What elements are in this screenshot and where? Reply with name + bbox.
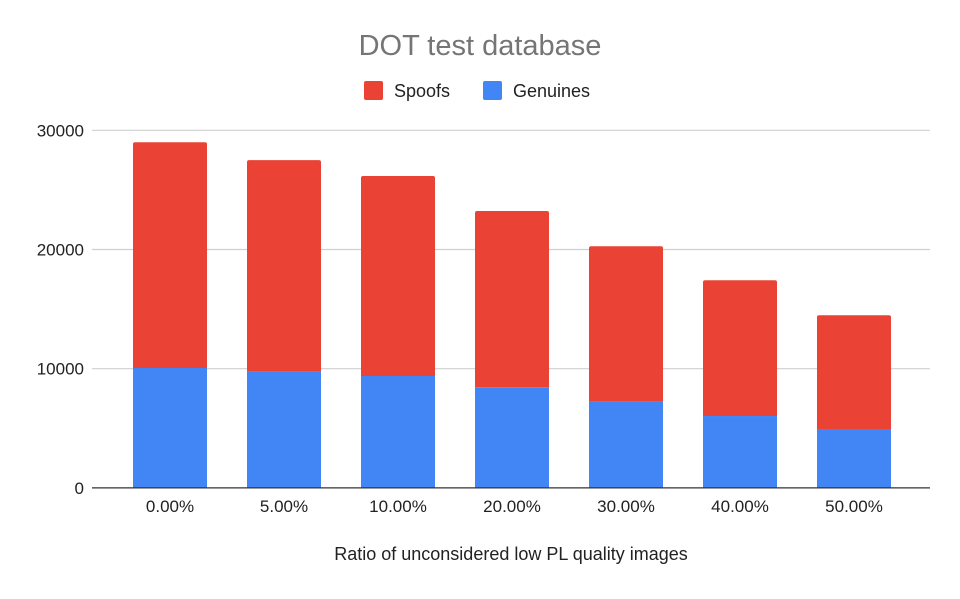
y-tick-label: 10000 — [37, 360, 84, 379]
x-tick-label: 50.00% — [825, 497, 883, 516]
chart-title: DOT test database — [359, 30, 602, 62]
bar-spoofs — [703, 280, 777, 417]
bar-genuines — [589, 401, 663, 488]
bar-spoofs — [475, 210, 549, 388]
x-tick-labels: 0.00% 5.00% 10.00% 20.00% 30.00% 40.00% 50.00% — [146, 497, 883, 516]
legend-swatch-spoofs — [364, 81, 383, 100]
bar-genuines — [475, 387, 549, 488]
x-tick-label: 40.00% — [711, 497, 769, 516]
x-tick-label: 5.00% — [260, 497, 308, 516]
legend-label-spoofs: Spoofs — [394, 81, 450, 101]
bars — [92, 142, 930, 489]
bar-genuines — [133, 367, 207, 488]
legend-label-genuines: Genuines — [513, 81, 590, 101]
x-tick-label: 0.00% — [146, 497, 194, 516]
bar-genuines — [817, 429, 891, 488]
bar-spoofs — [817, 315, 891, 430]
y-tick-label: 0 — [75, 479, 84, 498]
legend: Spoofs Genuines — [364, 81, 590, 101]
bar-genuines — [247, 371, 321, 488]
bar-genuines — [361, 375, 435, 488]
y-tick-label: 20000 — [37, 241, 84, 260]
y-tick-label: 30000 — [37, 121, 84, 140]
legend-swatch-genuines — [483, 81, 502, 100]
x-axis-label: Ratio of unconsidered low PL quality ima… — [334, 544, 688, 564]
bar-spoofs — [247, 160, 321, 372]
bar-spoofs — [589, 246, 663, 402]
x-tick-label: 30.00% — [597, 497, 655, 516]
bar-spoofs — [361, 175, 435, 376]
x-tick-label: 20.00% — [483, 497, 541, 516]
x-tick-label: 10.00% — [369, 497, 427, 516]
bar-genuines — [703, 416, 777, 488]
bar-spoofs — [133, 142, 207, 368]
